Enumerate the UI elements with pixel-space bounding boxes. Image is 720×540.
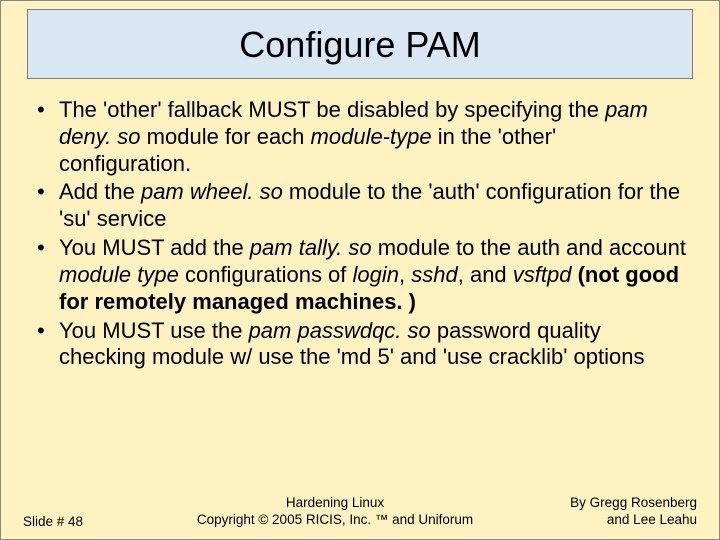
- slide-title: Configure PAM: [239, 24, 480, 65]
- text-segment: module-type: [311, 124, 432, 149]
- footer-author-line2: and Lee Leahu: [527, 512, 697, 529]
- body-block: The 'other' fallback MUST be disabled by…: [33, 97, 687, 371]
- footer-slide-number: Slide # 48: [23, 514, 143, 529]
- text-segment: login: [353, 262, 399, 287]
- text-segment: module to the auth and account: [372, 235, 686, 260]
- text-segment: pam tally. so: [250, 235, 372, 260]
- text-segment: configurations of: [179, 262, 353, 287]
- text-segment: module type: [59, 262, 179, 287]
- footer-presentation-title: Hardening Linux: [143, 495, 527, 512]
- bullet-item: You MUST use the pam passwdqc. so passwo…: [33, 318, 687, 372]
- text-segment: pam wheel. so: [141, 179, 283, 204]
- footer-authors: By Gregg Rosenberg and Lee Leahu: [527, 495, 697, 529]
- bullet-item: Add the pam wheel. so module to the 'aut…: [33, 179, 687, 233]
- text-segment: , and: [458, 262, 513, 287]
- title-block: Configure PAM: [27, 9, 693, 79]
- footer-copyright: Copyright © 2005 RICIS, Inc. ™ and Unifo…: [143, 512, 527, 529]
- text-segment: sshd: [411, 262, 457, 287]
- text-segment: pam passwdqc. so: [249, 318, 431, 343]
- footer-center: Hardening Linux Copyright © 2005 RICIS, …: [143, 495, 527, 529]
- bullet-item: The 'other' fallback MUST be disabled by…: [33, 97, 687, 177]
- text-segment: You MUST add the: [59, 235, 250, 260]
- text-segment: Add the: [59, 179, 141, 204]
- text-segment: vsftpd: [513, 262, 572, 287]
- text-segment: ,: [399, 262, 411, 287]
- text-segment: You MUST use the: [59, 318, 249, 343]
- bullet-list: The 'other' fallback MUST be disabled by…: [33, 97, 687, 371]
- text-segment: module for each: [141, 124, 311, 149]
- slide: Configure PAM The 'other' fallback MUST …: [0, 0, 720, 540]
- footer: Slide # 48 Hardening Linux Copyright © 2…: [1, 495, 719, 529]
- footer-author-line1: By Gregg Rosenberg: [527, 495, 697, 512]
- text-segment: The 'other' fallback MUST be disabled by…: [59, 97, 605, 122]
- bullet-item: You MUST add the pam tally. so module to…: [33, 235, 687, 315]
